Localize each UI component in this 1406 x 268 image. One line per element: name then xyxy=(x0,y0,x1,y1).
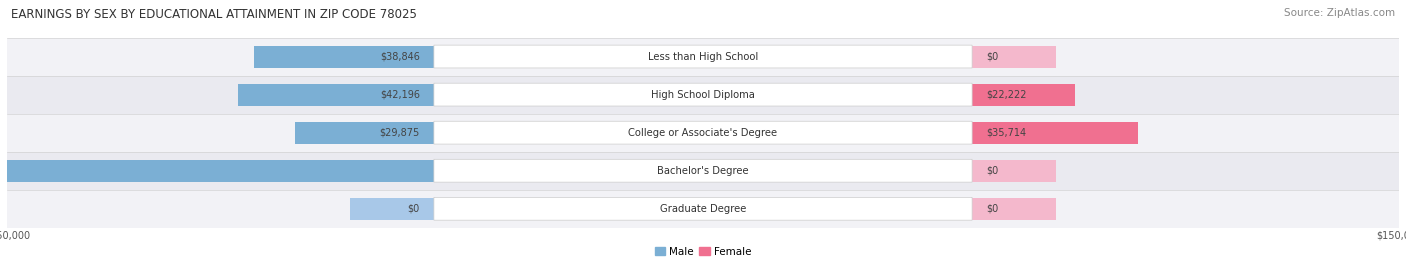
Bar xyxy=(972,198,1056,220)
Text: College or Associate's Degree: College or Associate's Degree xyxy=(628,128,778,138)
FancyBboxPatch shape xyxy=(434,159,972,182)
Bar xyxy=(972,160,1056,182)
FancyBboxPatch shape xyxy=(434,83,972,106)
Text: High School Diploma: High School Diploma xyxy=(651,90,755,100)
Text: $0: $0 xyxy=(986,204,998,214)
Bar xyxy=(295,122,434,144)
Text: $0: $0 xyxy=(408,204,420,214)
Bar xyxy=(238,84,434,106)
Bar xyxy=(7,114,1399,152)
Bar xyxy=(7,152,1399,190)
Bar xyxy=(972,122,1137,144)
Bar xyxy=(7,190,1399,228)
Text: $0: $0 xyxy=(986,51,998,62)
Bar xyxy=(7,38,1399,76)
Text: $38,846: $38,846 xyxy=(380,51,420,62)
Bar xyxy=(253,46,434,68)
Text: $35,714: $35,714 xyxy=(986,128,1026,138)
Legend: Male, Female: Male, Female xyxy=(655,247,751,257)
Bar xyxy=(972,84,1076,106)
Text: Bachelor's Degree: Bachelor's Degree xyxy=(657,166,749,176)
Text: EARNINGS BY SEX BY EDUCATIONAL ATTAINMENT IN ZIP CODE 78025: EARNINGS BY SEX BY EDUCATIONAL ATTAINMEN… xyxy=(11,8,418,21)
Text: $42,196: $42,196 xyxy=(380,90,420,100)
FancyBboxPatch shape xyxy=(434,121,972,144)
FancyBboxPatch shape xyxy=(434,197,972,220)
Text: Graduate Degree: Graduate Degree xyxy=(659,204,747,214)
Bar xyxy=(0,160,434,182)
Text: $0: $0 xyxy=(986,166,998,176)
Bar xyxy=(7,76,1399,114)
Text: $29,875: $29,875 xyxy=(380,128,420,138)
Bar xyxy=(350,198,434,220)
FancyBboxPatch shape xyxy=(434,45,972,68)
Text: Source: ZipAtlas.com: Source: ZipAtlas.com xyxy=(1284,8,1395,18)
Text: Less than High School: Less than High School xyxy=(648,51,758,62)
Bar xyxy=(972,46,1056,68)
Text: $22,222: $22,222 xyxy=(986,90,1026,100)
